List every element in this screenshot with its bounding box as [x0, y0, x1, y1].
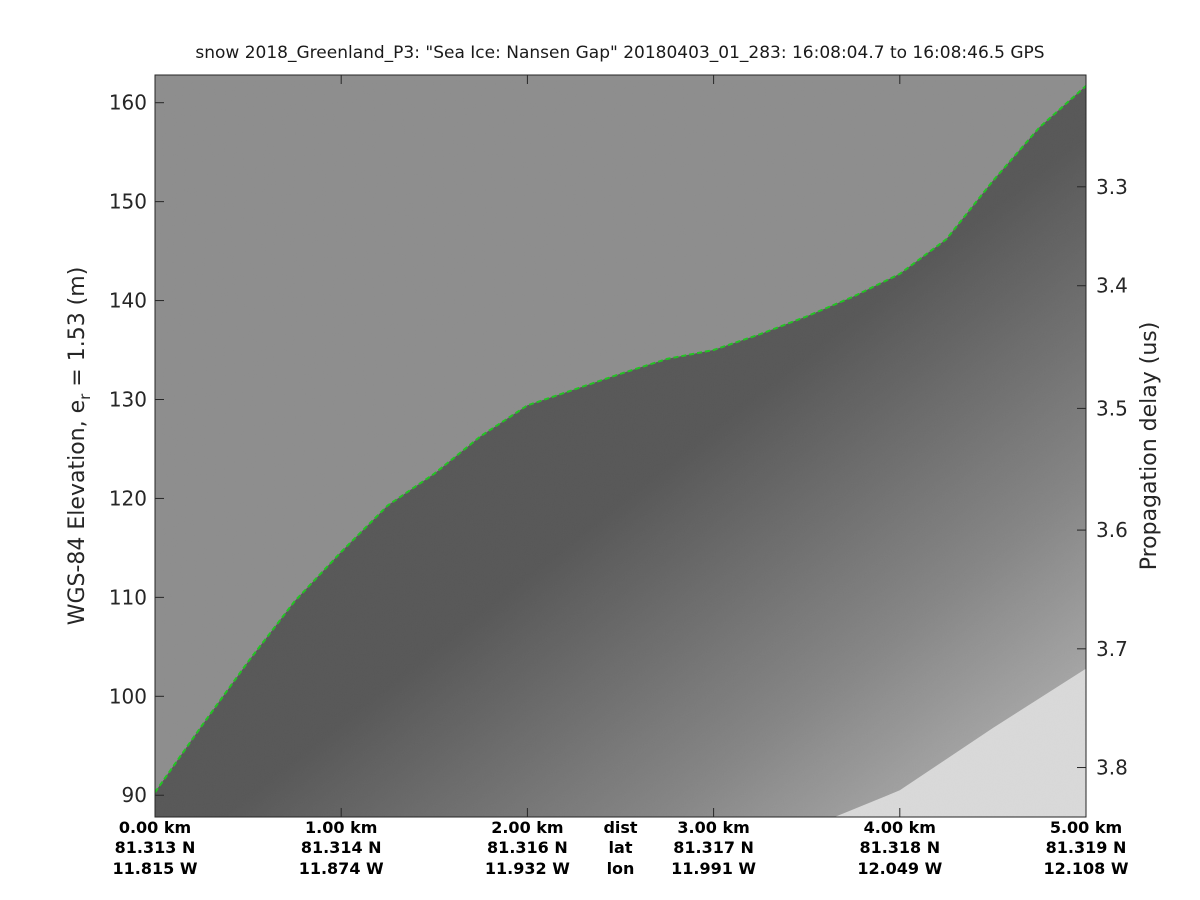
left-tick-label: 120: [109, 486, 147, 510]
plot-frame: [154, 74, 1087, 818]
right-tick-label: 3.5: [1096, 396, 1128, 420]
left-tick-label: 150: [109, 190, 147, 214]
x-info-label: 0.00 km: [119, 818, 191, 837]
x-info-label: 3.00 km: [677, 818, 749, 837]
right-tick-label: 3.7: [1096, 637, 1128, 661]
left-axis-label: WGS-84 Elevation, er = 1.53 (m): [65, 267, 94, 626]
x-info-label: 2.00 km: [491, 818, 563, 837]
x-info-label: 5.00 km: [1050, 818, 1122, 837]
right-tick-label: 3.6: [1096, 518, 1128, 542]
right-tick-label: 3.4: [1096, 274, 1128, 298]
left-tick-label: 100: [109, 684, 147, 708]
x-info-label: 81.313 N: [115, 838, 196, 857]
left-tick-label: 140: [109, 289, 147, 313]
x-info-label: 11.815 W: [113, 859, 198, 878]
x-info-label: 12.049 W: [857, 859, 942, 878]
x-info-label: 81.318 N: [859, 838, 940, 857]
left-tick-label: 110: [109, 585, 147, 609]
x-info-label: 81.316 N: [487, 838, 568, 857]
left-tick-label: 90: [122, 783, 147, 807]
x-info-label: 12.108 W: [1044, 859, 1129, 878]
chart-title: snow 2018_Greenland_P3: "Sea Ice: Nansen…: [195, 43, 1044, 63]
left-tick-label: 130: [109, 388, 147, 412]
x-info-row-name: lat: [609, 838, 633, 857]
left-axis-label-suffix: = 1.53 (m): [65, 267, 90, 394]
x-info-row-name: lon: [607, 859, 635, 878]
right-axis-label: Propagation delay (us): [1137, 322, 1162, 571]
x-info-label: 81.317 N: [673, 838, 754, 857]
left-y-axis: 90 100 110 120 130 140 150 160: [109, 91, 164, 807]
right-y-axis: 3.3 3.4 3.5 3.6 3.7 3.8: [1077, 175, 1128, 780]
x-info-label: 1.00 km: [305, 818, 377, 837]
x-info-label: 11.874 W: [299, 859, 384, 878]
x-info-label: 11.932 W: [485, 859, 570, 878]
left-tick-label: 160: [109, 91, 147, 115]
left-axis-label-sub: r: [76, 393, 94, 400]
right-tick-label: 3.8: [1096, 756, 1128, 780]
x-info-label: 81.319 N: [1046, 838, 1127, 857]
left-axis-label-main: WGS-84 Elevation, e: [65, 400, 90, 625]
surface-pick-line: [155, 85, 1086, 793]
right-tick-label: 3.3: [1096, 175, 1128, 199]
x-info-label: 4.00 km: [864, 818, 936, 837]
x-axis-ticks: [154, 75, 1087, 817]
x-info-label: 81.314 N: [301, 838, 382, 857]
x-info-row-name: dist: [603, 818, 637, 837]
plot-area: [155, 75, 1086, 817]
speckle-texture: [155, 75, 1086, 817]
x-info-label: 11.991 W: [671, 859, 756, 878]
